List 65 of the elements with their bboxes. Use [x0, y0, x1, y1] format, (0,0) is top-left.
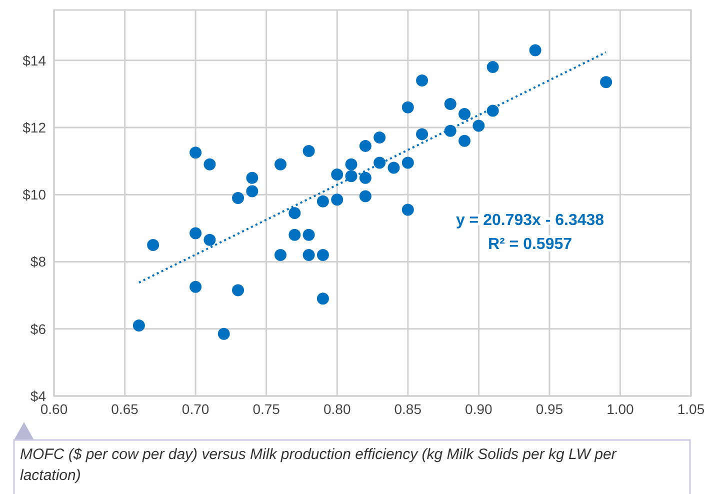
point	[246, 172, 258, 184]
y-tick-label: $6	[30, 320, 46, 337]
text: MOFC ($ per cow per day) versus Milk production efficiency (kg Milk Solids per kg LW per lactation)	[20, 445, 618, 486]
point	[458, 108, 471, 120]
point	[246, 185, 258, 198]
point	[331, 168, 344, 180]
point	[458, 134, 471, 147]
point	[416, 74, 428, 86]
point	[190, 146, 202, 159]
point	[345, 170, 358, 182]
point	[190, 280, 202, 293]
point	[274, 249, 286, 262]
point	[402, 204, 414, 216]
point	[529, 44, 542, 56]
point	[359, 190, 372, 202]
point	[302, 249, 315, 262]
point	[388, 162, 400, 174]
point	[600, 76, 612, 88]
point	[345, 158, 358, 170]
x-tick-label: 0.75	[252, 401, 280, 417]
point	[316, 292, 329, 305]
point	[232, 284, 244, 296]
x-tick-label: 0.80	[323, 401, 351, 417]
y-tick-label: $10	[22, 186, 46, 203]
point	[486, 104, 499, 117]
point	[374, 156, 386, 169]
x-tick-label: 0.85	[394, 401, 422, 417]
point	[132, 320, 145, 332]
y-tick-label: $14	[22, 52, 46, 68]
point	[444, 124, 456, 137]
x-tick-label: 0.65	[111, 401, 139, 417]
point	[416, 128, 428, 140]
point	[302, 228, 315, 241]
point	[288, 207, 301, 220]
point	[444, 98, 456, 110]
point	[316, 195, 329, 208]
y-tick-label: $8	[30, 254, 46, 270]
x-tick-label: 0.95	[536, 401, 564, 417]
x-tick-label: 0.90	[465, 401, 493, 417]
point	[316, 249, 329, 262]
x-tick-label: 0.60	[40, 401, 68, 417]
point	[486, 61, 499, 74]
point	[288, 228, 301, 241]
point	[402, 101, 414, 114]
point	[359, 140, 372, 152]
point	[204, 158, 216, 170]
y-tick-label: $12	[22, 119, 46, 136]
annotation: y = 20.793x - 6.3438	[456, 212, 604, 229]
y-tick-label: $4	[30, 388, 46, 404]
x-tick-label: 0.70	[182, 401, 210, 417]
x-tick-label: 1.05	[677, 401, 705, 417]
point	[232, 192, 244, 204]
point	[190, 227, 202, 240]
point	[147, 238, 160, 251]
point	[204, 234, 216, 246]
point	[359, 172, 372, 184]
point	[402, 156, 414, 169]
point	[302, 144, 315, 157]
point	[472, 120, 485, 132]
x-tick-label: 1.00	[606, 401, 634, 417]
annotation: R² = 0.5957	[488, 236, 572, 253]
point	[374, 132, 386, 144]
point	[331, 194, 344, 206]
point	[218, 328, 230, 340]
point	[274, 158, 286, 170]
